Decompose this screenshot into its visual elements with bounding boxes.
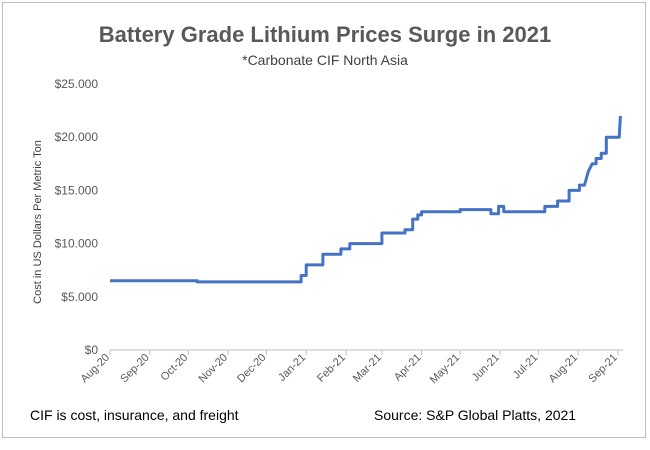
x-tick-label: Aug-21 [547, 352, 581, 386]
x-tick-label: Sep-21 [586, 352, 620, 386]
x-tick-label: Dec-20 [235, 352, 269, 386]
x-tick-label: Nov-20 [197, 352, 231, 386]
x-tick-label: Oct-20 [159, 352, 191, 384]
x-tick-label: Jun-21 [470, 352, 502, 384]
source-note: Source: S&P Global Platts, 2021 [374, 407, 577, 423]
x-tick-label: Feb-21 [315, 352, 348, 385]
y-tick-label: $25.000 [55, 77, 99, 91]
x-tick-label: Sep-20 [118, 352, 152, 386]
y-tick-label: $15.000 [55, 183, 99, 197]
y-tick-label: $10.000 [55, 237, 99, 251]
x-tick-label: May-21 [428, 352, 462, 386]
y-tick-label: $5.000 [61, 290, 98, 304]
y-tick-label: $20.000 [55, 130, 99, 144]
x-tick-label: Jan-21 [276, 352, 308, 384]
x-tick-label: Jul-21 [511, 352, 541, 382]
chart-subtitle: *Carbonate CIF North Asia [242, 52, 408, 68]
price-series-line [110, 115, 622, 284]
chart-title: Battery Grade Lithium Prices Surge in 20… [98, 22, 552, 47]
chart-frame [2, 2, 646, 438]
x-tick-label: Apr-21 [392, 352, 424, 384]
footnote: CIF is cost, insurance, and freight [30, 407, 239, 423]
y-tick-label: $0 [85, 343, 99, 357]
x-tick-label: Mar-21 [351, 352, 384, 385]
